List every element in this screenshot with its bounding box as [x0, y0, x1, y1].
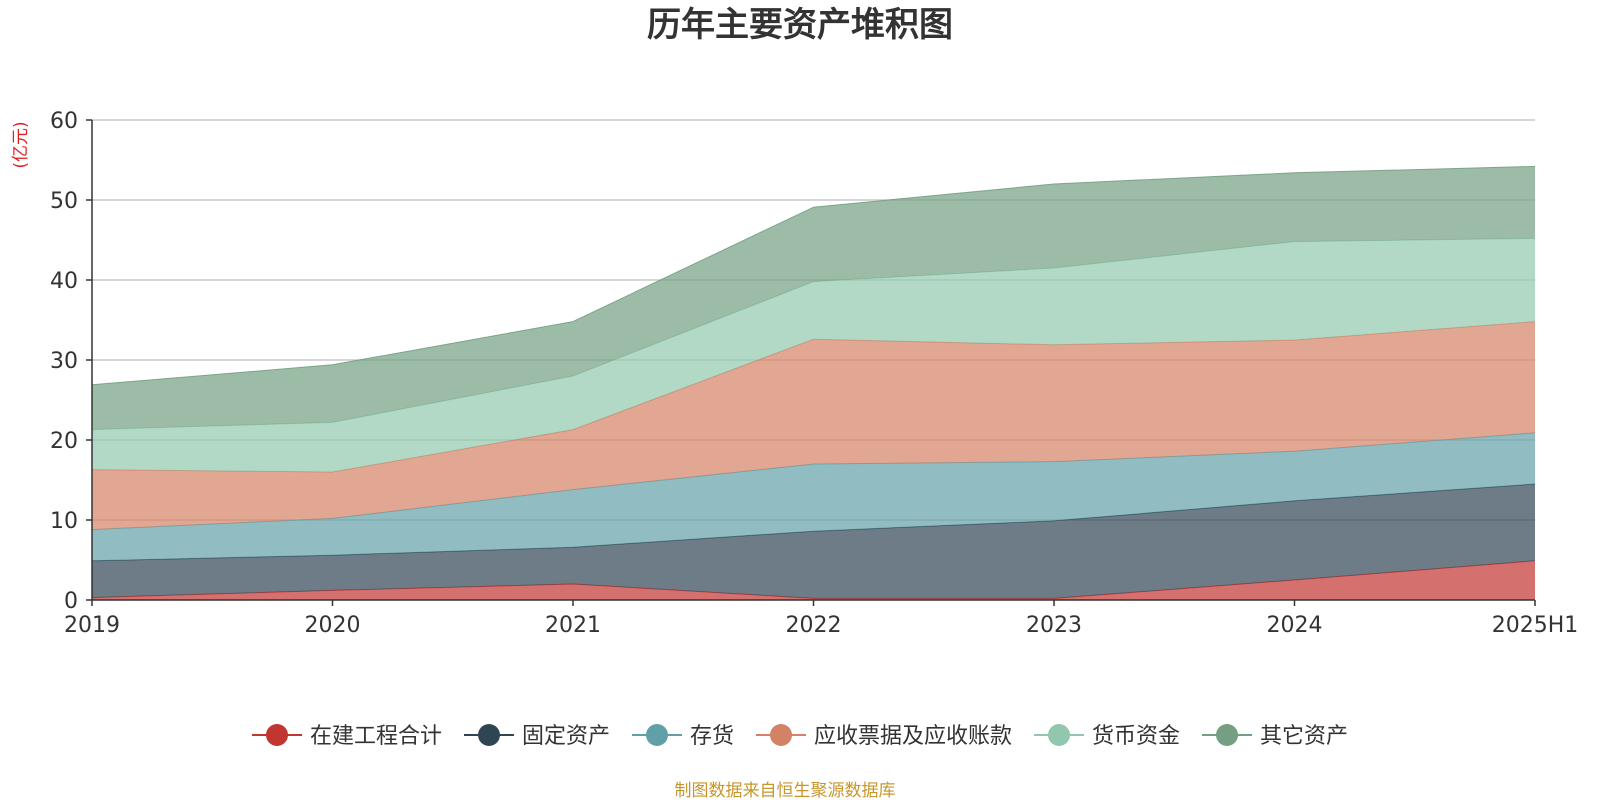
- area-series-2: [92, 432, 1535, 561]
- legend-item-1[interactable]: 固定资产: [463, 724, 610, 749]
- y-tick-label-6: 60: [50, 109, 78, 134]
- area-series-4: [92, 238, 1535, 472]
- y-tick-label-4: 40: [50, 269, 78, 294]
- source-note: 制图数据来自恒生聚源数据库: [675, 781, 896, 800]
- legend-label-0: 在建工程合计: [310, 724, 442, 749]
- y-tick-label-1: 10: [50, 509, 78, 534]
- x-tick-label-4: 2023: [1026, 613, 1082, 638]
- area-series-5: [92, 166, 1535, 430]
- x-tick-label-1: 2020: [305, 613, 361, 638]
- legend-item-0[interactable]: 在建工程合计: [251, 724, 442, 749]
- legend-marker-5: [1216, 724, 1239, 746]
- legend-marker-0: [265, 724, 288, 746]
- x-tick-label-3: 2022: [786, 613, 842, 638]
- axes: 0 10 20 30 40 50 60 2019 2020 2021 2022 2023 2024 202…: [50, 109, 1578, 638]
- legend-label-5: 其它资产: [1260, 724, 1348, 749]
- x-tick-label-6: 2025H1: [1492, 613, 1579, 638]
- legend-label-3: 应收票据及应收账款: [814, 724, 1012, 749]
- legend-label-1: 固定资产: [522, 724, 610, 749]
- legend-item-2[interactable]: 存货: [631, 724, 734, 749]
- y-tick-label-5: 50: [50, 189, 78, 214]
- area-series-1: [92, 484, 1535, 599]
- legend-item-3[interactable]: 应收票据及应收账款: [755, 724, 1012, 749]
- area-series-edge-5: [91, 165, 1536, 386]
- legend-marker-3: [769, 724, 792, 746]
- y-tick-label-2: 20: [50, 429, 78, 454]
- legend-item-5[interactable]: 其它资产: [1202, 724, 1348, 749]
- legend-label-2: 存货: [690, 724, 734, 749]
- y-axis-unit-label: (亿元): [11, 121, 31, 168]
- legend-marker-1: [477, 724, 500, 746]
- y-tick-label-3: 30: [50, 349, 78, 374]
- x-tick-label-5: 2024: [1267, 613, 1323, 638]
- legend[interactable]: 在建工程合计 固定资产 存货 应收票据及应收账款 货币资金 其它资产: [251, 724, 1348, 749]
- legend-label-4: 货币资金: [1092, 724, 1180, 749]
- chart-title: 历年主要资产堆积图: [647, 5, 953, 45]
- y-tick-label-0: 0: [64, 589, 78, 614]
- area-series-0: [92, 560, 1535, 600]
- legend-item-4[interactable]: 货币资金: [1034, 724, 1180, 749]
- area-series-3: [92, 321, 1535, 530]
- legend-marker-4: [1048, 724, 1071, 746]
- x-tick-label-2: 2021: [545, 613, 601, 638]
- legend-marker-2: [645, 724, 668, 746]
- area-series-layer: [91, 165, 1536, 600]
- x-tick-label-0: 2019: [64, 613, 120, 638]
